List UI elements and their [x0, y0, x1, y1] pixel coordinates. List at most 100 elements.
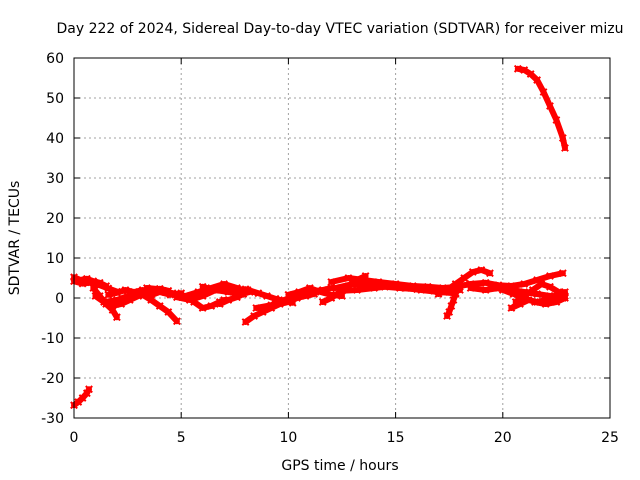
data-point: [338, 286, 346, 295]
data-point: [241, 318, 250, 326]
x-tick-label: 20: [494, 430, 512, 446]
data-point: [123, 292, 132, 300]
data-point: [209, 286, 218, 294]
data-point: [82, 389, 91, 398]
data-point: [284, 290, 293, 299]
y-tick-label: 60: [46, 51, 64, 67]
data-point: [546, 272, 554, 280]
data-point: [486, 269, 494, 278]
data-point: [78, 279, 87, 288]
data-point: [138, 290, 147, 299]
data-point: [481, 278, 490, 287]
data-point: [561, 288, 569, 296]
data-point: [417, 286, 426, 294]
x-tick-label: 10: [279, 430, 297, 446]
data-point: [121, 286, 130, 294]
data-point: [112, 288, 121, 297]
data-point: [445, 308, 454, 316]
axis-ticks: 0 5 10 15 20 25 -30 -20 -10 0 10 20 30 40 50 60: [41, 51, 619, 446]
data-point: [541, 296, 550, 304]
data-point: [558, 269, 567, 278]
data-point: [537, 280, 546, 288]
data-point: [295, 288, 304, 296]
plot-frame: [73, 57, 611, 419]
data-point: [468, 268, 477, 276]
data-point: [526, 70, 535, 78]
data-point: [243, 286, 252, 294]
data-point: [327, 278, 336, 286]
data-point: [539, 88, 548, 96]
data-point: [112, 296, 121, 304]
series-track-dip-3: [130, 288, 181, 326]
data-point: [533, 76, 542, 84]
series-track-right-4: [434, 266, 494, 298]
data-point: [89, 284, 98, 292]
data-point: [254, 289, 263, 298]
y-tick-label: 40: [46, 131, 64, 147]
data-point: [344, 274, 353, 282]
series-track-high: [513, 64, 569, 152]
series-line: [216, 291, 247, 307]
data-point: [220, 284, 228, 292]
data-point: [327, 294, 336, 302]
data-point: [520, 280, 529, 288]
data-point: [513, 64, 522, 73]
data-point: [434, 290, 443, 298]
data-point: [477, 266, 486, 274]
x-axis-label: GPS time / hours: [281, 458, 398, 474]
x-tick-label: 25: [601, 430, 619, 446]
data-point: [215, 300, 224, 308]
data-point: [481, 286, 490, 294]
data-point: [224, 296, 233, 304]
data-point: [443, 312, 451, 320]
data-point: [267, 301, 276, 310]
data-point: [509, 290, 518, 298]
data-point: [250, 312, 259, 320]
data-point: [546, 282, 554, 291]
data-point: [460, 274, 469, 282]
series-track-mid-4: [198, 282, 250, 296]
data-point: [488, 282, 496, 290]
chart-title: Day 222 of 2024, Sidereal Day-to-day VTE…: [57, 21, 624, 37]
data-point: [252, 304, 261, 312]
data-point: [155, 302, 164, 310]
data-point: [233, 293, 241, 302]
y-tick-label: -10: [41, 331, 64, 347]
series-track-dip-2: [91, 292, 143, 310]
data-point: [348, 280, 357, 288]
data-point: [147, 296, 156, 304]
data-point: [112, 313, 121, 322]
data-point: [164, 308, 173, 316]
data-point: [533, 298, 542, 306]
data-point: [546, 102, 554, 110]
x-tick-label: 0: [70, 430, 79, 446]
data-point: [316, 288, 325, 296]
data-point: [561, 144, 569, 152]
series-line: [467, 285, 566, 301]
series-track-start-low: [70, 277, 121, 296]
data-point: [263, 292, 271, 300]
data-point: [387, 282, 396, 290]
data-point: [104, 284, 113, 293]
data-point: [130, 288, 138, 296]
data-point: [190, 298, 198, 306]
data-point: [305, 284, 314, 292]
data-point: [142, 284, 151, 292]
data-point: [95, 281, 104, 290]
data-point: [447, 302, 456, 310]
y-tick-label: -20: [41, 371, 64, 387]
data-point: [466, 284, 475, 292]
data-point: [528, 286, 537, 294]
data-point: [353, 286, 361, 294]
data-point: [498, 286, 507, 294]
series-track-mid-5: [215, 290, 248, 308]
data-point: [516, 300, 524, 308]
y-tick-label: 20: [46, 211, 64, 227]
data-points: [70, 64, 569, 410]
data-point: [173, 293, 181, 302]
data-point: [318, 298, 327, 306]
data-point: [552, 116, 561, 124]
x-tick-label: 15: [387, 430, 405, 446]
